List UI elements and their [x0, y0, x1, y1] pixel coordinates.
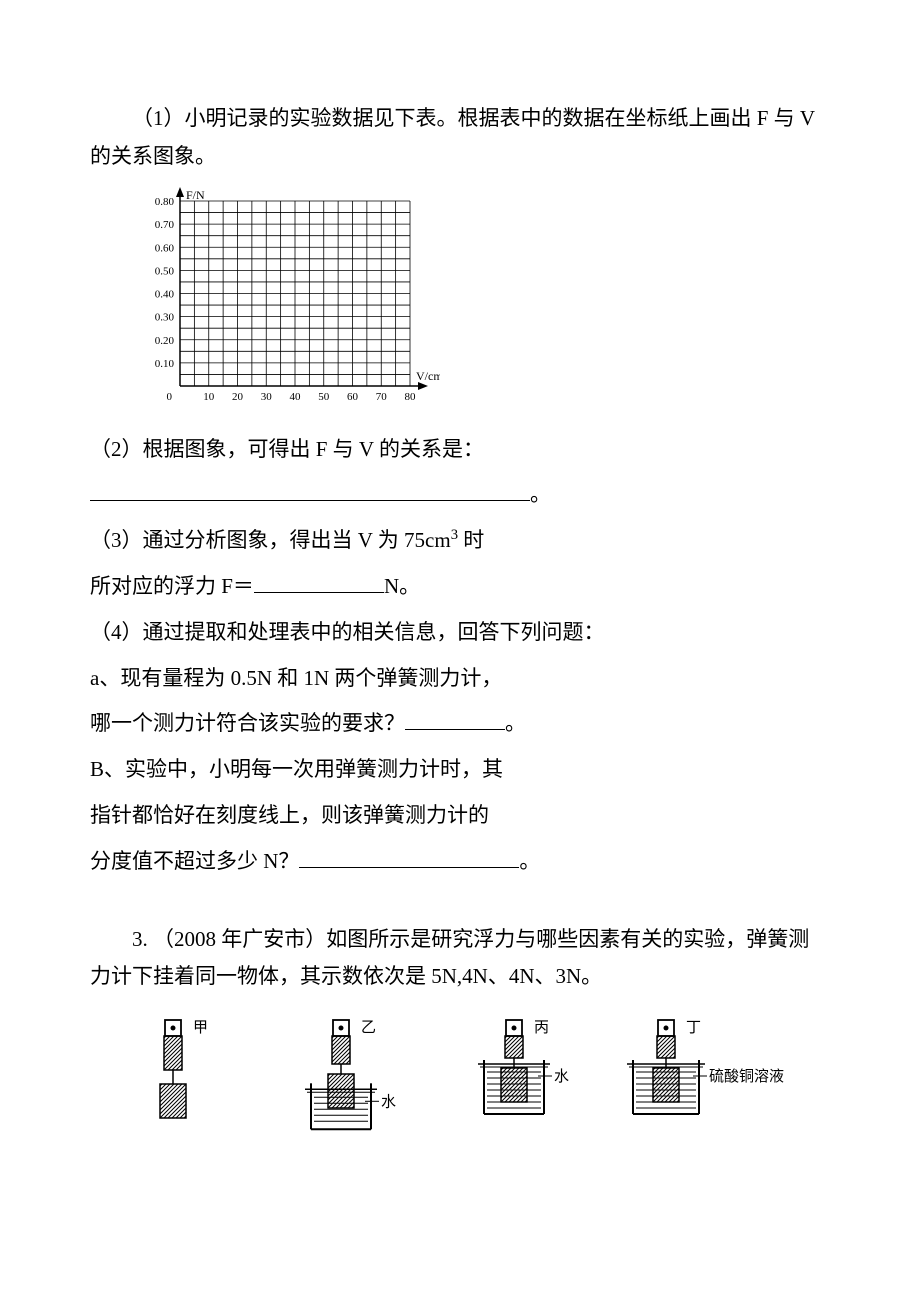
- q2-period: 。: [530, 482, 551, 506]
- diagram-d: 硫酸铜溶液 丁: [620, 1016, 820, 1136]
- q3-blank: [254, 570, 384, 593]
- svg-text:乙: 乙: [361, 1020, 376, 1036]
- q3-line1-head: （3）通过分析图象，得出当 V 为 75cm: [90, 528, 451, 552]
- q3-line2: 所对应的浮力 F＝ N。: [90, 568, 830, 606]
- q3-sup: 3: [451, 527, 458, 543]
- q4-a2-blank: [405, 707, 505, 730]
- svg-text:水: 水: [554, 1068, 569, 1085]
- svg-text:40: 40: [290, 391, 302, 403]
- q2-text: （2）根据图象，可得出 F 与 V 的关系是：: [90, 431, 830, 469]
- svg-text:甲: 甲: [193, 1020, 208, 1036]
- q4-b3-blank: [299, 845, 519, 868]
- svg-text:F/N: F/N: [186, 188, 205, 202]
- svg-text:30: 30: [261, 391, 273, 403]
- q4-head: （4）通过提取和处理表中的相关信息，回答下列问题：: [90, 614, 830, 652]
- q4-a2-head: 哪一个测力计符合该实验的要求？: [90, 711, 405, 735]
- experiment-diagrams: 甲 水乙 水丙 硫酸铜溶液丁: [90, 1016, 830, 1136]
- q4-b3-tail: 。: [519, 849, 540, 873]
- svg-text:60: 60: [347, 391, 359, 403]
- q3-line2-tail: N。: [384, 574, 420, 598]
- svg-text:0.80: 0.80: [155, 196, 175, 208]
- svg-text:0.50: 0.50: [155, 265, 175, 277]
- diagram-a: 甲: [100, 1016, 273, 1136]
- svg-text:水: 水: [381, 1093, 396, 1110]
- svg-text:0.70: 0.70: [155, 219, 175, 231]
- q4-a2: 哪一个测力计符合该实验的要求？ 。: [90, 705, 830, 743]
- q2-blank-line: 。: [90, 476, 830, 514]
- svg-text:0.60: 0.60: [155, 242, 175, 254]
- svg-text:0.10: 0.10: [155, 357, 175, 369]
- q4-a2-tail: 。: [505, 711, 526, 735]
- q3-line2-head: 所对应的浮力 F＝: [90, 574, 254, 598]
- svg-text:V/cm³: V/cm³: [416, 369, 440, 383]
- q4-b3-head: 分度值不超过多少 N？: [90, 849, 299, 873]
- svg-text:0.20: 0.20: [155, 334, 175, 346]
- q4-b1: B、实验中，小明每一次用弹簧测力计时，其: [90, 751, 830, 789]
- svg-text:50: 50: [318, 391, 330, 403]
- q4-a1: a、现有量程为 0.5N 和 1N 两个弹簧测力计，: [90, 660, 830, 698]
- diagram-b: 水乙: [273, 1016, 446, 1136]
- q3-line1-tail: 时: [458, 528, 484, 552]
- q2-blank: [90, 478, 530, 501]
- svg-text:70: 70: [376, 391, 388, 403]
- svg-text:丙: 丙: [534, 1020, 549, 1036]
- svg-text:硫酸铜溶液: 硫酸铜溶液: [709, 1068, 784, 1085]
- q4-b2: 指针都恰好在刻度线上，则该弹簧测力计的: [90, 797, 830, 835]
- q1-intro: （1）小明记录的实验数据见下表。根据表中的数据在坐标纸上画出 F 与 V 的关系…: [90, 100, 830, 176]
- q3-line1: （3）通过分析图象，得出当 V 为 75cm3 时: [90, 522, 830, 560]
- svg-text:0: 0: [167, 391, 173, 403]
- svg-text:0.30: 0.30: [155, 311, 175, 323]
- blank-grid-chart: 10 20 30 40 50 60 70 80 0.10 0.20 0.30 0.40 0.50 0.60…: [140, 186, 830, 421]
- svg-text:80: 80: [405, 391, 417, 403]
- svg-text:20: 20: [232, 391, 244, 403]
- svg-text:丁: 丁: [686, 1020, 701, 1036]
- svg-text:10: 10: [203, 391, 215, 403]
- diagram-c: 水丙: [447, 1016, 620, 1136]
- svg-text:0.40: 0.40: [155, 288, 175, 300]
- q-final-text: 3. （2008 年广安市）如图所示是研究浮力与哪些因素有关的实验，弹簧测力计下…: [90, 921, 830, 997]
- q4-b3: 分度值不超过多少 N？ 。: [90, 843, 830, 881]
